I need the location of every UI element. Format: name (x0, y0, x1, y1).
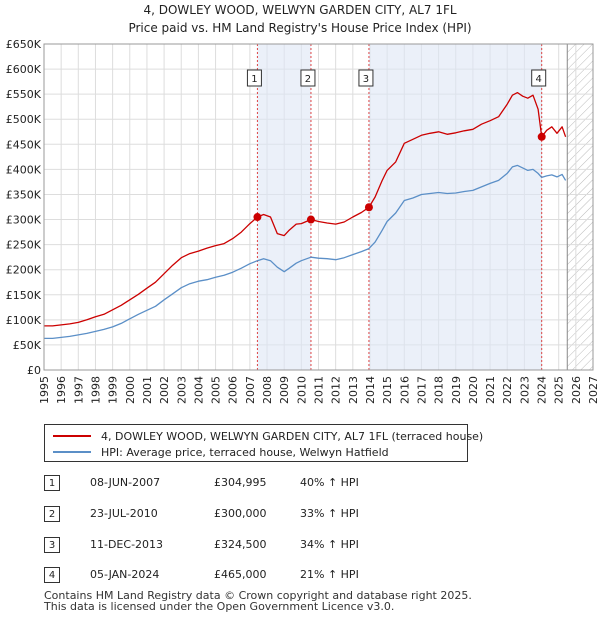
sale-hpi-diff: 34% ↑ HPI (300, 538, 359, 551)
sale-price: £300,000 (214, 507, 267, 520)
sale-price: £304,995 (214, 476, 267, 489)
y-tick-label: £450K (6, 138, 42, 151)
chart-subtitle: Price paid vs. HM Land Registry's House … (128, 21, 471, 35)
x-tick-label: 2005 (210, 376, 223, 404)
legend-item-hpi: HPI: Average price, terraced house, Welw… (45, 444, 389, 460)
sale-date: 08-JUN-2007 (90, 476, 161, 489)
x-tick-label: 2017 (415, 376, 428, 404)
sale-marker-box (358, 69, 374, 87)
x-tick-label: 2013 (347, 376, 360, 404)
x-tick-label: 2019 (450, 376, 463, 404)
plot-border (43, 43, 594, 371)
footer-license: This data is licensed under the Open Gov… (44, 600, 395, 613)
sale-number-badge: 1 (44, 475, 60, 491)
x-tick-label: 2010 (295, 376, 308, 404)
sale-marker-label: 2 (305, 74, 311, 85)
x-tick-label: 2018 (433, 376, 446, 404)
sale-period-band (368, 44, 542, 370)
footer-attribution: Contains HM Land Registry data © Crown c… (44, 590, 472, 612)
x-tick-label: 2002 (158, 376, 171, 404)
chart-title: 4, DOWLEY WOOD, WELWYN GARDEN CITY, AL7 … (143, 3, 456, 17)
x-tick-label: 2016 (398, 376, 411, 404)
x-tick-label: 2020 (467, 376, 480, 404)
x-tick-label: 1998 (89, 376, 102, 404)
footer-copyright: Contains HM Land Registry data © Crown c… (44, 589, 472, 602)
x-tick-label: 2000 (124, 376, 137, 404)
property-price-line (44, 91, 567, 327)
sale-hpi-diff: 33% ↑ HPI (300, 507, 359, 520)
legend-item-property: 4, DOWLEY WOOD, WELWYN GARDEN CITY, AL7 … (45, 428, 483, 444)
x-tick-label: 2014 (364, 376, 377, 404)
sale-marker-label: 1 (251, 74, 257, 85)
sale-number-badge: 3 (44, 537, 60, 553)
y-tick-label: £600K (6, 63, 42, 76)
y-tick-label: £550K (6, 88, 42, 101)
y-tick-label: £50K (13, 339, 42, 352)
x-tick-label: 1995 (38, 376, 51, 404)
sale-hpi-diff: 40% ↑ HPI (300, 476, 359, 489)
x-tick-label: 2027 (587, 376, 600, 404)
hpi-line (44, 164, 567, 340)
x-tick-label: 1996 (55, 376, 68, 404)
x-tick-label: 2025 (553, 376, 566, 404)
x-tick-label: 1997 (72, 376, 85, 404)
legend-label-property: 4, DOWLEY WOOD, WELWYN GARDEN CITY, AL7 … (101, 429, 484, 443)
y-tick-label: £100K (6, 314, 42, 327)
x-tick-label: 2001 (141, 376, 154, 404)
sale-number-badge: 4 (44, 567, 60, 583)
legend-swatch-hpi (53, 451, 91, 453)
sale-date: 23-JUL-2010 (90, 507, 158, 520)
x-tick-label: 2023 (518, 376, 531, 404)
sale-marker-label: 4 (536, 74, 542, 85)
sale-marker-box (531, 69, 547, 87)
x-tick-label: 2012 (330, 376, 343, 404)
sale-number-badge: 2 (44, 506, 60, 522)
x-tick-label: 2003 (175, 376, 188, 404)
forecast-region (567, 44, 593, 370)
y-tick-label: £0 (27, 364, 41, 377)
x-tick-label: 1999 (107, 376, 120, 404)
x-tick-label: 2006 (227, 376, 240, 404)
x-tick-label: 2004 (192, 376, 205, 404)
x-tick-label: 2009 (278, 376, 291, 404)
y-tick-label: £400K (6, 163, 42, 176)
y-tick-label: £300K (6, 214, 42, 227)
y-tick-label: £150K (6, 289, 42, 302)
chart-legend: 4, DOWLEY WOOD, WELWYN GARDEN CITY, AL7 … (44, 424, 483, 462)
sale-marker-box (246, 69, 262, 87)
legend-swatch-property (53, 435, 91, 437)
y-tick-label: £250K (6, 239, 42, 252)
sale-point (537, 132, 546, 141)
sale-price: £324,500 (214, 538, 267, 551)
y-tick-label: £350K (6, 188, 42, 201)
x-tick-label: 2015 (381, 376, 394, 404)
y-tick-label: £200K (6, 264, 42, 277)
sale-marker-label: 3 (363, 74, 369, 85)
legend-label-hpi: HPI: Average price, terraced house, Welw… (101, 445, 389, 459)
x-tick-label: 2011 (313, 376, 326, 404)
x-tick-label: 2024 (536, 376, 549, 404)
sale-date: 05-JAN-2024 (90, 568, 160, 581)
x-tick-label: 2007 (244, 376, 257, 404)
x-tick-label: 2022 (501, 376, 514, 404)
sale-point (364, 203, 373, 212)
sale-point (306, 215, 315, 224)
x-tick-label: 2026 (570, 376, 583, 404)
sale-marker-box (300, 69, 316, 87)
sale-hpi-diff: 21% ↑ HPI (300, 568, 359, 581)
sale-date: 11-DEC-2013 (90, 538, 164, 551)
sale-point (253, 213, 262, 222)
x-tick-label: 2021 (484, 376, 497, 404)
price-chart: 4, DOWLEY WOOD, WELWYN GARDEN CITY, AL7 … (6, 3, 600, 404)
y-tick-label: £650K (6, 38, 42, 51)
y-tick-label: £500K (6, 113, 42, 126)
x-tick-label: 2008 (261, 376, 274, 404)
sale-period-band (257, 44, 311, 370)
sale-price: £465,000 (214, 568, 267, 581)
